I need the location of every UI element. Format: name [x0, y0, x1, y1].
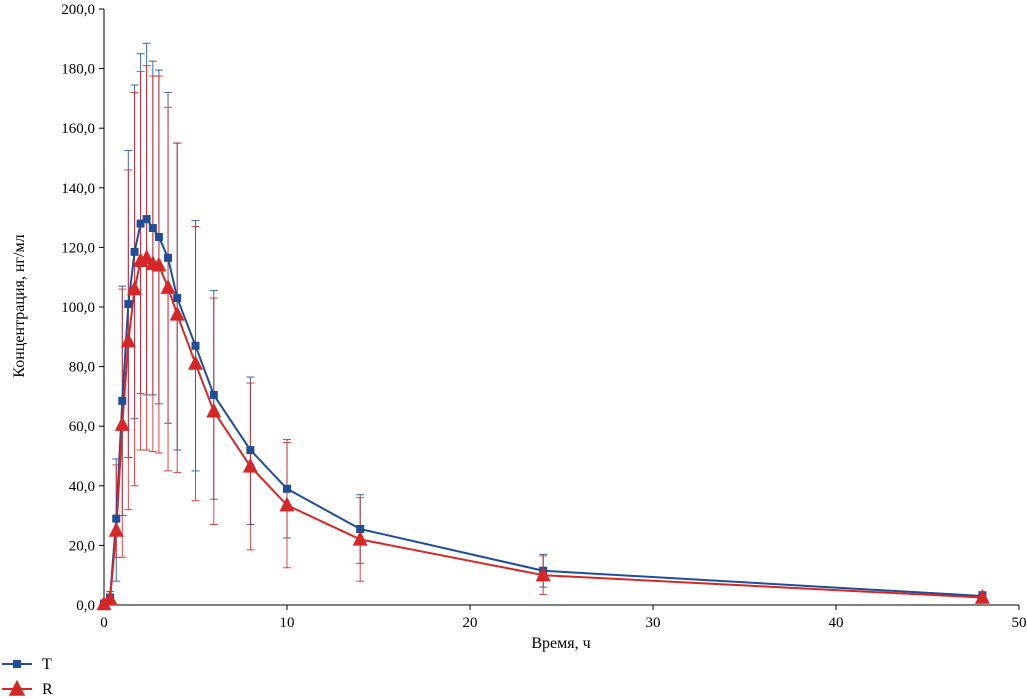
data-point-t: [118, 396, 127, 405]
y-tick-label: 200,0: [61, 2, 95, 18]
legend-entry-t: T: [2, 656, 52, 673]
data-point-t: [124, 300, 133, 309]
data-point-r: [242, 457, 258, 473]
data-point-r: [188, 355, 203, 370]
y-tick-label: 60,0: [69, 419, 95, 435]
data-point-r: [352, 530, 368, 546]
data-point-r: [114, 416, 130, 431]
data-point-r: [160, 279, 176, 294]
y-tick-label: 80,0: [69, 360, 95, 376]
data-point-t: [130, 247, 139, 256]
data-point-r: [974, 589, 990, 604]
data-point-r: [169, 305, 185, 321]
x-tick-label: 50: [1012, 615, 1027, 631]
data-point-t: [283, 484, 291, 493]
data-point-t: [112, 514, 121, 523]
y-tick-label: 120,0: [61, 240, 95, 256]
y-tick-label: 100,0: [61, 300, 95, 316]
y-axis-title: Концентрация, нг/мл: [11, 234, 28, 377]
y-tick-label: 0,0: [76, 598, 95, 614]
y-tick-label: 180,0: [61, 62, 95, 78]
data-point-t: [209, 390, 218, 399]
legend-label-t: T: [42, 656, 52, 673]
y-tick-label: 140,0: [61, 181, 95, 197]
y-tick-label: 40,0: [69, 479, 95, 495]
legend-marker-r: [8, 679, 26, 696]
data-point-r: [151, 256, 167, 272]
data-point-r: [206, 402, 222, 418]
chart-legend: TR: [2, 656, 53, 698]
y-tick-label: 160,0: [61, 121, 95, 137]
legend-marker-t: [13, 660, 21, 668]
chart-ticks: 0,0 20,0 40,0 60,0 80,0 100,0 120,0 140,0 160,0 1…: [61, 2, 1026, 631]
data-point-r: [535, 566, 551, 582]
x-tick-label: 30: [646, 615, 661, 631]
legend-label-r: R: [42, 681, 53, 698]
data-point-t: [191, 341, 200, 350]
x-tick-label: 10: [280, 615, 295, 631]
data-point-r: [279, 496, 295, 512]
data-point-r: [102, 590, 118, 606]
data-point-t: [148, 224, 157, 233]
data-point-t: [356, 525, 365, 534]
chart-axes: [103, 9, 1019, 606]
x-tick-label: 20: [463, 615, 478, 631]
data-point-r: [127, 280, 143, 296]
chart-series-lines: [103, 218, 983, 605]
data-point-t: [164, 253, 173, 262]
y-tick-label: 20,0: [69, 538, 95, 554]
data-point-t: [154, 232, 163, 241]
x-tick-label: 0: [100, 615, 108, 631]
data-point-t: [173, 294, 182, 303]
legend-entry-r: R: [2, 679, 53, 698]
x-tick-label: 40: [829, 615, 844, 631]
x-axis-title: Время, ч: [531, 635, 590, 652]
data-point-r: [120, 332, 136, 348]
chart-markers: [96, 215, 990, 611]
data-point-t: [136, 219, 145, 228]
series-line-t: [103, 218, 983, 605]
data-point-t: [246, 446, 255, 455]
chart-error-bars: [100, 42, 987, 606]
series-line-r: [103, 256, 983, 605]
data-point-r: [108, 521, 124, 537]
data-point-t: [142, 215, 151, 224]
